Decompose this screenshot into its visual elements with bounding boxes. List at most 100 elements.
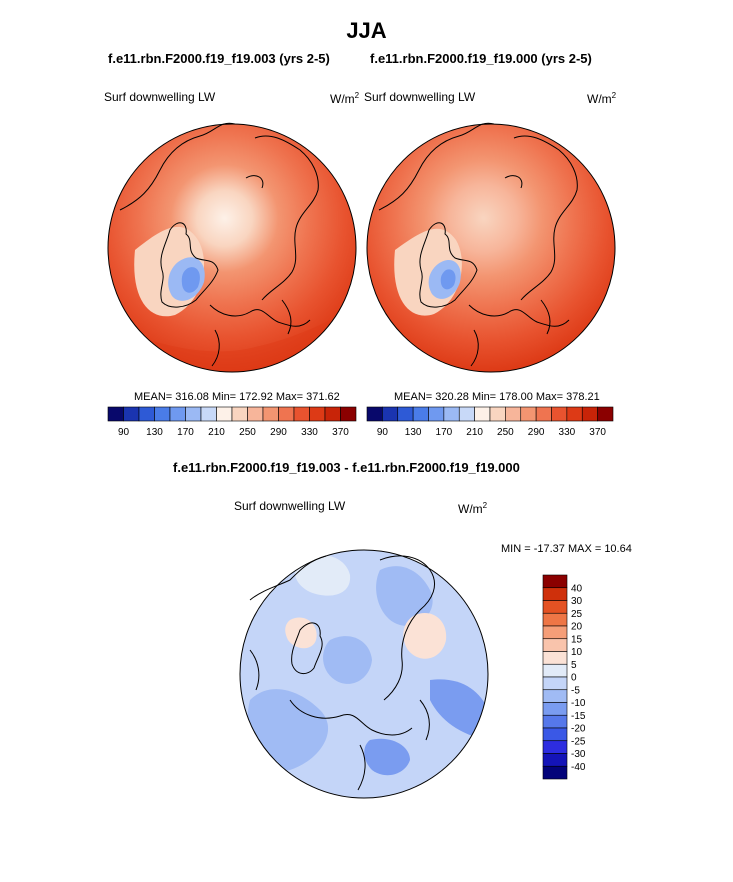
panel1-colorbar-swatch — [309, 406, 326, 422]
diff-colorbar-swatch — [542, 753, 568, 767]
panel2-colorbar-swatch — [397, 406, 414, 422]
panel1-colorbar-swatch — [154, 406, 171, 422]
diff-colorbar-swatch — [542, 651, 568, 665]
diff-colorbar-tick-label: 5 — [571, 660, 577, 671]
diff-colorbar-swatch — [542, 625, 568, 640]
panel1-colorbar-tick-label: 330 — [301, 427, 318, 438]
diff-colorbar-tick-label: -30 — [571, 749, 586, 760]
panel1-colorbar-swatch — [107, 406, 124, 422]
diff-colorbar-swatch — [542, 689, 568, 703]
diff-units-label: W/m2 — [458, 501, 488, 516]
panel1-stats: MEAN= 316.08 Min= 172.92 Max= 371.62 — [134, 391, 340, 403]
panel2-stats: MEAN= 320.28 Min= 178.00 Max= 378.21 — [394, 391, 600, 403]
panel2-colorbar-tick-label: 130 — [405, 427, 422, 438]
panel2-colorbar-swatch — [443, 406, 460, 422]
diff-colorbar-tick-label: -5 — [571, 685, 580, 696]
panel1-colorbar-tick-label: 250 — [239, 427, 256, 438]
panel1-colorbar-swatch — [216, 406, 233, 422]
panel2-colorbar-swatch — [412, 406, 429, 422]
panel1-colorbar: 90 130 170 210 250 290 330 370 — [107, 406, 357, 438]
panel1-colorbar-swatch — [293, 406, 310, 422]
panel2-colorbar-tick-label: 90 — [377, 427, 389, 438]
diff-colorbar-swatch — [542, 600, 568, 614]
diff-colorbar-tick-label: 20 — [571, 622, 583, 633]
diff-colorbar-swatch — [542, 574, 568, 589]
panel2-colorbar-tick-label: 210 — [466, 427, 483, 438]
diff-colorbar-tick-label: -20 — [571, 724, 586, 735]
panel1-colorbar-tick-label: 290 — [270, 427, 287, 438]
panel2-colorbar-swatch — [581, 406, 598, 422]
diff-colorbar-tick-label: 10 — [571, 647, 583, 658]
panel1-colorbar-swatch — [231, 406, 248, 422]
diff-colorbar-swatch — [542, 765, 568, 780]
panel2-colorbar-tick-label: 370 — [589, 427, 606, 438]
panel1-colorbar-tick-label: 90 — [118, 427, 130, 438]
panel2-colorbar-swatch — [366, 406, 383, 422]
panel2-colorbar-tick-label: 170 — [436, 427, 453, 438]
panel2-colorbar-swatch — [489, 406, 506, 422]
diff-colorbar-swatch — [542, 587, 568, 601]
panel1-colorbar-swatch — [247, 406, 264, 422]
panel2-colorbar-swatch — [428, 406, 445, 422]
panel1-colorbar-swatch — [278, 406, 295, 422]
panel1-coastlines — [119, 122, 319, 367]
diff-colorbar-swatch — [542, 714, 568, 729]
panel2-case-title: f.e11.rbn.F2000.f19_f19.000 (yrs 2-5) — [370, 51, 592, 66]
diff-colorbar-swatch — [542, 612, 568, 627]
panel2-colorbar-tick-label: 250 — [497, 427, 514, 438]
diff-colorbar-tick-label: 30 — [571, 596, 583, 607]
panel2-colorbar-tick-label: 330 — [559, 427, 576, 438]
diff-colorbar-swatch — [542, 740, 568, 754]
panel1-colorbar-swatch — [200, 406, 217, 422]
diff-colorbar-swatch — [542, 676, 568, 691]
panel2-colorbar-swatch — [520, 406, 537, 422]
diff-minmax-label: MIN = -17.37 MAX = 10.64 — [501, 543, 632, 555]
panel1-colorbar-tick-label: 370 — [332, 427, 349, 438]
figure-title: JJA — [346, 18, 387, 43]
diff-colorbar-tick-label: 40 — [571, 583, 583, 594]
diff-colorbar-tick-label: -25 — [571, 736, 586, 747]
panel1-colorbar-swatch — [262, 406, 279, 422]
diff-polar-map — [239, 549, 489, 799]
panel2-colorbar-swatch — [458, 406, 475, 422]
panel1-units-label: W/m2 — [330, 91, 360, 106]
panel1-polar-map — [107, 122, 357, 373]
diff-colorbar-tick-label: -15 — [571, 711, 586, 722]
diff-colorbar-tick-label: 25 — [571, 609, 583, 620]
panel1-colorbar-swatch — [138, 406, 155, 422]
panel2-colorbar-swatch — [566, 406, 583, 422]
panel1-colorbar-swatch — [123, 406, 140, 422]
panel2-colorbar-tick-label: 290 — [528, 427, 545, 438]
diff-variable-label: Surf downwelling LW — [234, 499, 346, 513]
panel2-variable-label: Surf downwelling LW — [364, 90, 476, 104]
panel2-polar-map — [366, 122, 616, 373]
panel2-colorbar-swatch — [505, 406, 522, 422]
diff-colorbar-tick-label: 0 — [571, 673, 577, 684]
diff-colorbar-tick-label: 15 — [571, 634, 583, 645]
panel2-colorbar-swatch — [474, 406, 491, 422]
panel2-colorbar-swatch — [535, 406, 552, 422]
diff-colorbar-swatch — [542, 702, 568, 716]
diff-colorbar-swatch — [542, 638, 568, 652]
diff-colorbar-swatch — [542, 663, 568, 678]
diff-colorbar-swatch — [542, 727, 568, 742]
panel1-variable-label: Surf downwelling LW — [104, 90, 216, 104]
panel2-colorbar-swatch — [597, 406, 614, 422]
panel2-colorbar-swatch — [551, 406, 568, 422]
panel2-coastlines — [378, 122, 578, 367]
panel2-colorbar: 90 130 170 210 250 290 330 370 — [366, 406, 614, 438]
panel1-colorbar-swatch — [185, 406, 202, 422]
diff-colorbar-tick-label: -10 — [571, 698, 586, 709]
diff-colorbar-tick-label: -40 — [571, 762, 586, 773]
panel1-colorbar-swatch — [169, 406, 186, 422]
panel2-colorbar-swatch — [382, 406, 399, 422]
panel1-colorbar-tick-label: 170 — [177, 427, 194, 438]
panel1-colorbar-tick-label: 210 — [208, 427, 225, 438]
panel2-units-label: W/m2 — [587, 91, 617, 106]
panel1-colorbar-swatch — [324, 406, 341, 422]
panel1-case-title: f.e11.rbn.F2000.f19_f19.003 (yrs 2-5) — [108, 51, 330, 66]
panel1-colorbar-swatch — [340, 406, 357, 422]
diff-panel-title: f.e11.rbn.F2000.f19_f19.003 - f.e11.rbn.… — [173, 460, 520, 475]
